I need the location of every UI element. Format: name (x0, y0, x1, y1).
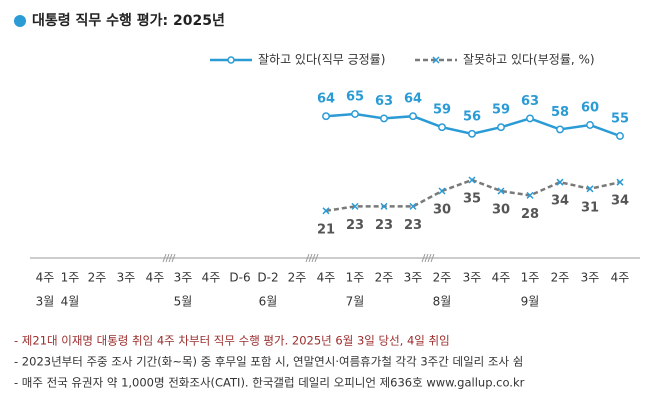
data-label: 60 (581, 101, 599, 116)
legend-label: 잘하고 있다(직무 긍정률) (258, 53, 385, 67)
data-label: 64 (404, 92, 422, 107)
data-label: 28 (521, 207, 539, 222)
legend-label: 잘못하고 있다(부정률, %) (463, 53, 595, 67)
point (586, 121, 594, 129)
point (322, 207, 330, 215)
data-label: 35 (463, 192, 481, 207)
point (468, 176, 476, 184)
data-label: 56 (463, 109, 481, 124)
point (616, 178, 624, 186)
x-tick-label: 2주 (288, 271, 307, 285)
data-label: 59 (492, 103, 510, 118)
data-label: 55 (611, 112, 629, 127)
point (616, 132, 624, 140)
point (438, 123, 446, 132)
data-label: 23 (346, 218, 364, 233)
point (438, 187, 446, 195)
x-tick-label: 4주 (317, 271, 336, 285)
point (556, 125, 564, 134)
point (556, 178, 564, 186)
data-label: 34 (611, 194, 629, 209)
x-tick-label: 2주 (551, 271, 570, 285)
x-tick-label: 4주 (611, 271, 630, 285)
month-label: 5월 (174, 295, 193, 309)
point (351, 202, 359, 210)
point (409, 202, 417, 210)
x-tick-label: 2주 (433, 271, 452, 285)
point (468, 129, 476, 138)
point (586, 185, 594, 193)
x-tick-label: 4주 (202, 271, 221, 285)
x-tick-label: D-2 (257, 271, 278, 285)
x-tick-label: 1주 (346, 271, 365, 285)
point (526, 191, 534, 199)
x-tick-label: D-6 (229, 271, 250, 285)
data-label: 63 (375, 94, 393, 109)
data-label: 64 (317, 92, 335, 107)
legend-marker (227, 56, 235, 64)
data-label: 23 (404, 218, 422, 233)
month-label: 4월 (61, 295, 80, 309)
month-label: 3월 (36, 295, 55, 309)
point (351, 110, 359, 118)
axis-breaks (162, 253, 435, 263)
point (497, 123, 505, 132)
footnote: - 매주 전국 유권자 약 1,000명 전화조사(CATI). 한국갤럽 데일… (14, 376, 525, 390)
x-tick-label: 3주 (581, 271, 600, 285)
data-label: 34 (551, 194, 569, 209)
data-label: 58 (551, 105, 569, 120)
legend-marker (432, 56, 440, 64)
data-label: 21 (317, 222, 335, 237)
data-label: 30 (433, 203, 451, 218)
data-label: 23 (375, 218, 393, 233)
month-label: 9월 (521, 295, 540, 309)
point (526, 114, 534, 123)
x-tick-label: 1주 (61, 271, 80, 285)
data-label: 63 (521, 94, 539, 109)
month-label: 6월 (259, 295, 278, 309)
x-tick-label: 4주 (146, 271, 165, 285)
title-bullet (14, 15, 26, 27)
data-label: 59 (433, 103, 451, 118)
chart-title: 대통령 직무 수행 평가: 2025년 (32, 12, 225, 29)
footnote: - 2023년부터 주중 조사 기간(화~목) 중 후무일 포함 시, 연말연시… (14, 355, 523, 369)
x-tick-label: 3주 (174, 271, 193, 285)
data-label: 65 (346, 90, 364, 105)
month-label: 8월 (433, 295, 452, 309)
x-tick-label: 2주 (375, 271, 394, 285)
x-tick-label: 4주 (492, 271, 511, 285)
x-tick-label: 3주 (463, 271, 482, 285)
month-label: 7월 (346, 295, 365, 309)
point (409, 112, 417, 121)
x-tick-label: 4주 (36, 271, 55, 285)
x-tick-label: 3주 (117, 271, 136, 285)
point (322, 112, 330, 121)
point (380, 114, 388, 123)
x-tick-label: 2주 (88, 271, 107, 285)
footnote: - 제21대 이재명 대통령 취임 4주 차부터 직무 수행 평가. 2025년… (14, 334, 450, 348)
point (497, 187, 505, 195)
data-label: 31 (581, 200, 599, 215)
data-label: 30 (492, 203, 510, 218)
x-tick-label: 3주 (404, 271, 423, 285)
point (380, 202, 388, 210)
x-tick-label: 1주 (521, 271, 540, 285)
